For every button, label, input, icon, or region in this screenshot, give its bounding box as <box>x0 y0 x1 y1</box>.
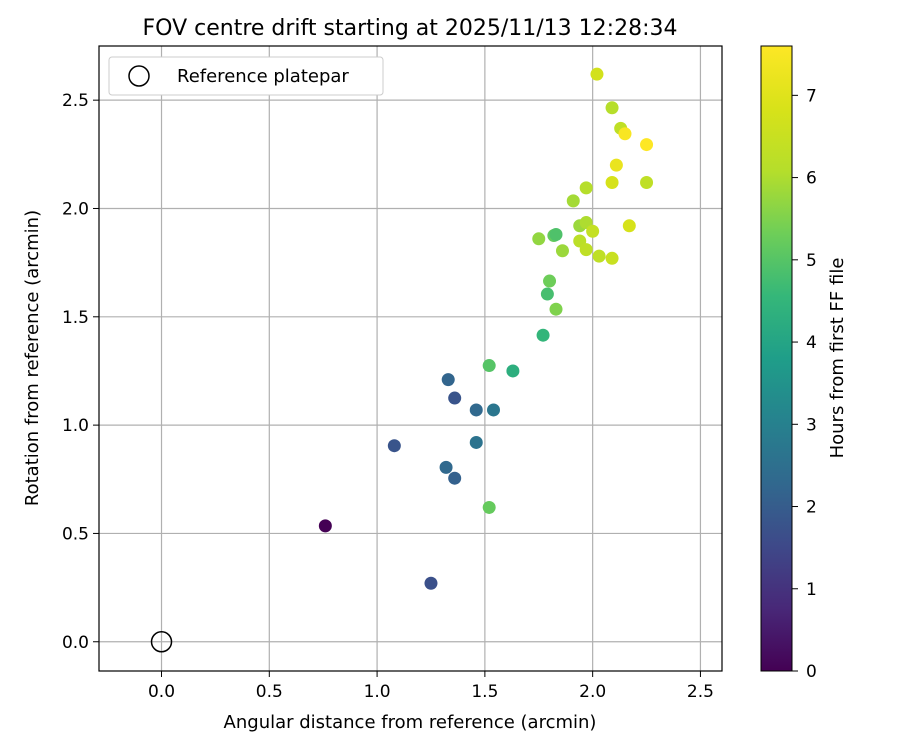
data-point <box>579 243 593 257</box>
data-point <box>540 287 554 301</box>
data-point <box>555 244 569 258</box>
data-point <box>640 138 654 152</box>
data-point <box>424 576 438 590</box>
data-point <box>469 435 483 449</box>
data-point <box>448 391 462 405</box>
y-axis-label: Rotation from reference (arcmin) <box>22 210 43 506</box>
data-point <box>579 181 593 195</box>
legend-label: Reference platepar <box>177 66 349 87</box>
colorbar-label: Hours from first FF file <box>827 258 848 459</box>
chart-title: FOV centre drift starting at 2025/11/13 … <box>143 16 678 41</box>
data-point <box>387 439 401 453</box>
data-point <box>618 127 632 141</box>
data-point <box>543 274 557 288</box>
data-point <box>605 175 619 189</box>
colorbar-tick-label: 5 <box>806 251 817 271</box>
data-point <box>605 101 619 115</box>
data-point <box>549 227 563 241</box>
data-point <box>586 224 600 238</box>
x-tick-label: 1.0 <box>364 682 391 702</box>
y-tick-label: 1.0 <box>62 416 89 436</box>
data-point <box>532 232 546 246</box>
data-point <box>622 219 636 233</box>
data-point <box>439 460 453 474</box>
colorbar-tick-label: 3 <box>806 415 817 435</box>
data-point <box>590 67 604 81</box>
x-tick-label: 0.0 <box>148 682 175 702</box>
legend-marker-icon <box>128 65 150 87</box>
colorbar-tick-label: 0 <box>806 662 817 682</box>
grid-lines <box>99 46 722 671</box>
data-point <box>486 403 500 417</box>
data-point <box>566 194 580 208</box>
data-point <box>482 359 496 373</box>
colorbar-gradient <box>760 45 793 672</box>
colorbar-tick-label: 2 <box>806 498 817 518</box>
data-point <box>536 328 550 342</box>
x-tick-label: 2.0 <box>579 682 606 702</box>
plot-frame <box>98 45 723 672</box>
y-tick-label: 0.5 <box>62 524 89 544</box>
data-point <box>609 158 623 172</box>
x-axis-label: Angular distance from reference (arcmin) <box>224 712 597 733</box>
legend-box <box>108 56 384 96</box>
data-point <box>441 373 455 387</box>
data-point <box>482 500 496 514</box>
data-point <box>605 251 619 265</box>
data-point <box>592 249 606 263</box>
y-tick-label: 0.0 <box>62 633 89 653</box>
colorbar-ticks: 0 1 2 3 4 5 6 7 <box>792 86 817 682</box>
colorbar-tick-label: 7 <box>806 86 817 106</box>
data-point <box>549 302 563 316</box>
data-point <box>506 364 520 378</box>
colorbar-tick-label: 6 <box>806 169 817 189</box>
data-point <box>448 471 462 485</box>
legend: Reference platepar <box>108 56 384 96</box>
reference-marker-group <box>150 631 173 653</box>
colorbar: 0 1 2 3 4 5 6 7 Hours from first FF file <box>760 45 848 682</box>
data-point <box>469 403 483 417</box>
reference-marker <box>150 631 173 653</box>
x-axis-ticks: 0.0 0.5 1.0 1.5 2.0 2.5 <box>148 671 714 702</box>
x-tick-label: 0.5 <box>256 682 283 702</box>
data-points <box>318 67 654 590</box>
y-tick-label: 2.5 <box>62 91 89 111</box>
data-point <box>640 175 654 189</box>
y-tick-label: 1.5 <box>62 308 89 328</box>
y-axis-ticks: 0.0 0.5 1.0 1.5 2.0 2.5 <box>62 91 99 653</box>
y-tick-label: 2.0 <box>62 199 89 219</box>
colorbar-tick-label: 1 <box>806 580 817 600</box>
x-tick-label: 1.5 <box>471 682 498 702</box>
colorbar-tick-label: 4 <box>806 333 817 353</box>
data-point <box>318 519 332 533</box>
x-tick-label: 2.5 <box>687 682 714 702</box>
